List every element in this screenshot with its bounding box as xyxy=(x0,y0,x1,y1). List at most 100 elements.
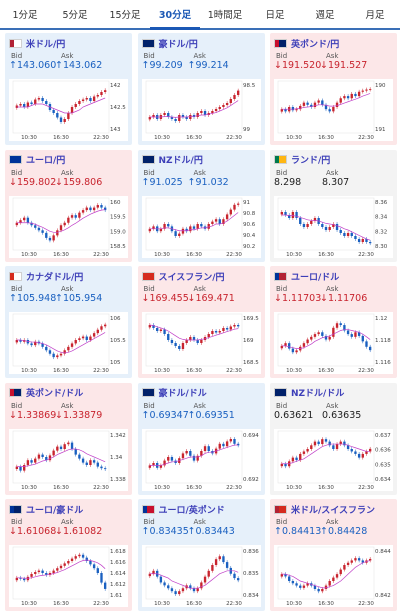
candle-body xyxy=(291,211,295,218)
candle-body xyxy=(151,570,155,574)
x-tick-label: 22:30 xyxy=(358,601,374,607)
rate-card[interactable]: ユーロ/ドル Bid Ask ↓1.11703 ↓1.11706 1.12 1.118 1.1… xyxy=(270,266,397,378)
bid-label: Bid xyxy=(143,285,155,293)
rate-card[interactable]: 豪ドル/ドル Bid Ask ↑0.69347 ↑0.69351 0.694 0.692 10… xyxy=(137,382,265,495)
candle-body xyxy=(63,222,66,225)
rate-card[interactable]: ユーロ/円 Bid Ask ↓159.802 ↓159.806 160 159.5 159.0… xyxy=(5,149,132,262)
x-tick-label: 22:30 xyxy=(93,135,109,141)
x-tick-label: 10:30 xyxy=(154,368,170,374)
pair-name[interactable]: NZドル/ドル xyxy=(291,389,345,399)
plot-frame xyxy=(12,546,110,600)
candle-body xyxy=(295,211,298,218)
rate-card[interactable]: 豪ドル/円 Bid Ask ↑99.209 ↑99.214 98.5 99 10:30 16:3… xyxy=(137,33,265,145)
x-tick-label: 16:30 xyxy=(318,252,334,258)
rate-card[interactable]: 米ドル/スイスフラン Bid Ask ↑0.84413 ↑0.84428 0.844 0.8… xyxy=(270,499,397,611)
bid-value: ↑99.209 xyxy=(141,60,183,71)
candle-body xyxy=(188,450,191,456)
candle-body xyxy=(70,343,74,347)
candle-body xyxy=(343,96,346,99)
plot-frame xyxy=(277,80,375,134)
candle-body xyxy=(70,558,74,561)
pair-name[interactable]: 豪ドル/ドル xyxy=(158,389,207,399)
tab-0[interactable]: 1分足 xyxy=(12,10,38,21)
x-tick-label: 10:30 xyxy=(154,135,170,141)
tab-2[interactable]: 15分足 xyxy=(109,10,141,21)
rate-card[interactable]: NZドル/円 Bid Ask ↑91.025 ↑91.032 91 90.8 90.6 90.4… xyxy=(137,149,265,262)
rate-card[interactable]: 米ドル/円 Bid Ask ↑143.060 ↑143.062 142 142.5 143 10… xyxy=(5,33,132,145)
tab-3[interactable]: 30分足 xyxy=(150,0,200,30)
pair-name[interactable]: ユーロ/豪ドル xyxy=(26,505,84,516)
candle-body xyxy=(89,459,92,465)
candle-body xyxy=(166,113,169,117)
pair-name[interactable]: スイスフラン/円 xyxy=(158,272,225,283)
pair-name[interactable]: ランド/円 xyxy=(291,156,331,166)
pair-name[interactable]: 英ポンド/ドル xyxy=(26,389,84,399)
y-tick-label: 142.5 xyxy=(110,105,126,111)
ask-value: ↑91.032 xyxy=(187,176,229,188)
pair-name[interactable]: ユーロ/ドル xyxy=(291,272,340,283)
pair-name[interactable]: 豪ドル/円 xyxy=(158,39,198,50)
ask-value: 8.307 xyxy=(322,176,350,188)
candle-body xyxy=(332,107,335,112)
candle-chart[interactable]: 0.844 0.842 10:30 16:30 22:30 xyxy=(274,545,393,607)
rate-card[interactable]: カナダドル/円 Bid Ask ↑105.948 ↑105.954 106 105.5 105… xyxy=(5,266,132,378)
rate-card[interactable]: 英ポンド/ドル Bid Ask ↓1.33869 ↓1.33879 1.342 1.34 1.… xyxy=(5,382,132,495)
candle-body xyxy=(203,576,206,583)
candle-chart[interactable]: 0.637 0.636 0.635 0.634 10:30 16:30 22:30 xyxy=(274,428,393,491)
candle-body xyxy=(184,117,188,119)
rate-card[interactable]: ユーロ/豪ドル Bid Ask ↓1.61068 ↓1.61082 1.618 1.616 1… xyxy=(5,499,132,611)
candle-chart[interactable]: 1.342 1.34 1.338 10:30 16:30 22:30 xyxy=(9,428,128,491)
rate-card[interactable]: 英ポンド/円 Bid Ask ↓191.520 ↓191.527 190 191 10:30 1… xyxy=(270,33,397,145)
candle-body xyxy=(365,89,368,91)
candle-body xyxy=(236,203,239,205)
candle-chart[interactable]: 91 90.8 90.6 90.4 90.2 10:30 16:30 22:30 xyxy=(141,195,261,258)
tab-7[interactable]: 月足 xyxy=(365,10,385,21)
bid-value: ↑105.948 xyxy=(9,293,57,304)
candle-body xyxy=(357,558,361,561)
candle-body xyxy=(332,577,335,581)
tab-4[interactable]: 1時間足 xyxy=(207,10,243,21)
candle-chart[interactable]: 190 191 10:30 16:30 22:30 xyxy=(274,79,393,141)
candle-body xyxy=(357,91,361,97)
candle-chart[interactable]: 98.5 99 10:30 16:30 22:30 xyxy=(141,79,261,141)
candle-chart[interactable]: 0.836 0.835 0.834 10:30 16:30 22:30 xyxy=(141,545,261,607)
rate-card[interactable]: スイスフラン/円 Bid Ask ↓169.455 ↓169.471 169.5 169 16… xyxy=(137,266,265,378)
rate-card[interactable]: ユーロ/英ポンド Bid Ask ↑0.83435 ↑0.83443 0.836 0.835… xyxy=(137,499,265,611)
candle-chart[interactable]: 1.12 1.118 1.116 10:30 16:30 22:30 xyxy=(274,312,393,374)
candle-body xyxy=(236,325,239,327)
y-tick-label: 8.30 xyxy=(375,244,388,250)
pair-name[interactable]: ユーロ/英ポンド xyxy=(158,505,225,516)
candle-chart[interactable]: 106 105.5 105 10:30 16:30 22:30 xyxy=(9,312,128,374)
candle-body xyxy=(103,582,107,589)
pair-name[interactable]: 英ポンド/円 xyxy=(291,39,340,50)
pair-name[interactable]: カナダドル/円 xyxy=(26,272,84,283)
candle-body xyxy=(229,209,232,214)
candle-chart[interactable]: 160 159.5 159.0 158.5 10:30 16:30 22:30 xyxy=(9,195,128,258)
tab-6[interactable]: 週足 xyxy=(315,10,335,21)
tab-5[interactable]: 日足 xyxy=(265,10,285,21)
pair-name[interactable]: NZドル/円 xyxy=(158,156,203,166)
candle-body xyxy=(56,355,59,358)
candle-body xyxy=(81,458,85,463)
tab-1[interactable]: 5分足 xyxy=(62,10,88,21)
candle-body xyxy=(67,442,70,444)
pair-name[interactable]: 米ドル/スイスフラン xyxy=(291,505,376,516)
pair-name[interactable]: ユーロ/円 xyxy=(26,156,66,166)
candle-body xyxy=(45,346,48,351)
candle-chart[interactable]: 1.618 1.616 1.614 1.612 1.61 10:30 16:30 22:30 xyxy=(9,545,128,607)
y-tick-label: 1.618 xyxy=(110,549,126,555)
candle-body xyxy=(59,224,63,230)
rate-card[interactable]: NZドル/ドル Bid Ask 0.63621 0.63635 0.637 0.636 0.6… xyxy=(270,382,397,495)
candle-body xyxy=(37,98,41,100)
rate-card[interactable]: ランド/円 Bid Ask 8.298 8.307 8.36 8.34 8.32 8.30 10:… xyxy=(270,149,397,262)
candle-body xyxy=(361,238,364,242)
candle-body xyxy=(63,350,66,354)
candle-chart[interactable]: 0.694 0.692 10:30 16:30 22:30 xyxy=(141,428,261,491)
y-tick-label: 169 xyxy=(243,338,254,344)
candle-chart[interactable]: 142 142.5 143 10:30 16:30 22:30 xyxy=(9,79,128,141)
candle-chart[interactable]: 169.5 169 168.5 10:30 16:30 22:30 xyxy=(141,312,261,374)
candle-chart[interactable]: 8.36 8.34 8.32 8.30 10:30 16:30 22:30 xyxy=(274,195,393,258)
plot-frame xyxy=(12,197,110,250)
y-tick-label: 0.635 xyxy=(375,462,391,468)
pair-name[interactable]: 米ドル/円 xyxy=(26,39,66,50)
